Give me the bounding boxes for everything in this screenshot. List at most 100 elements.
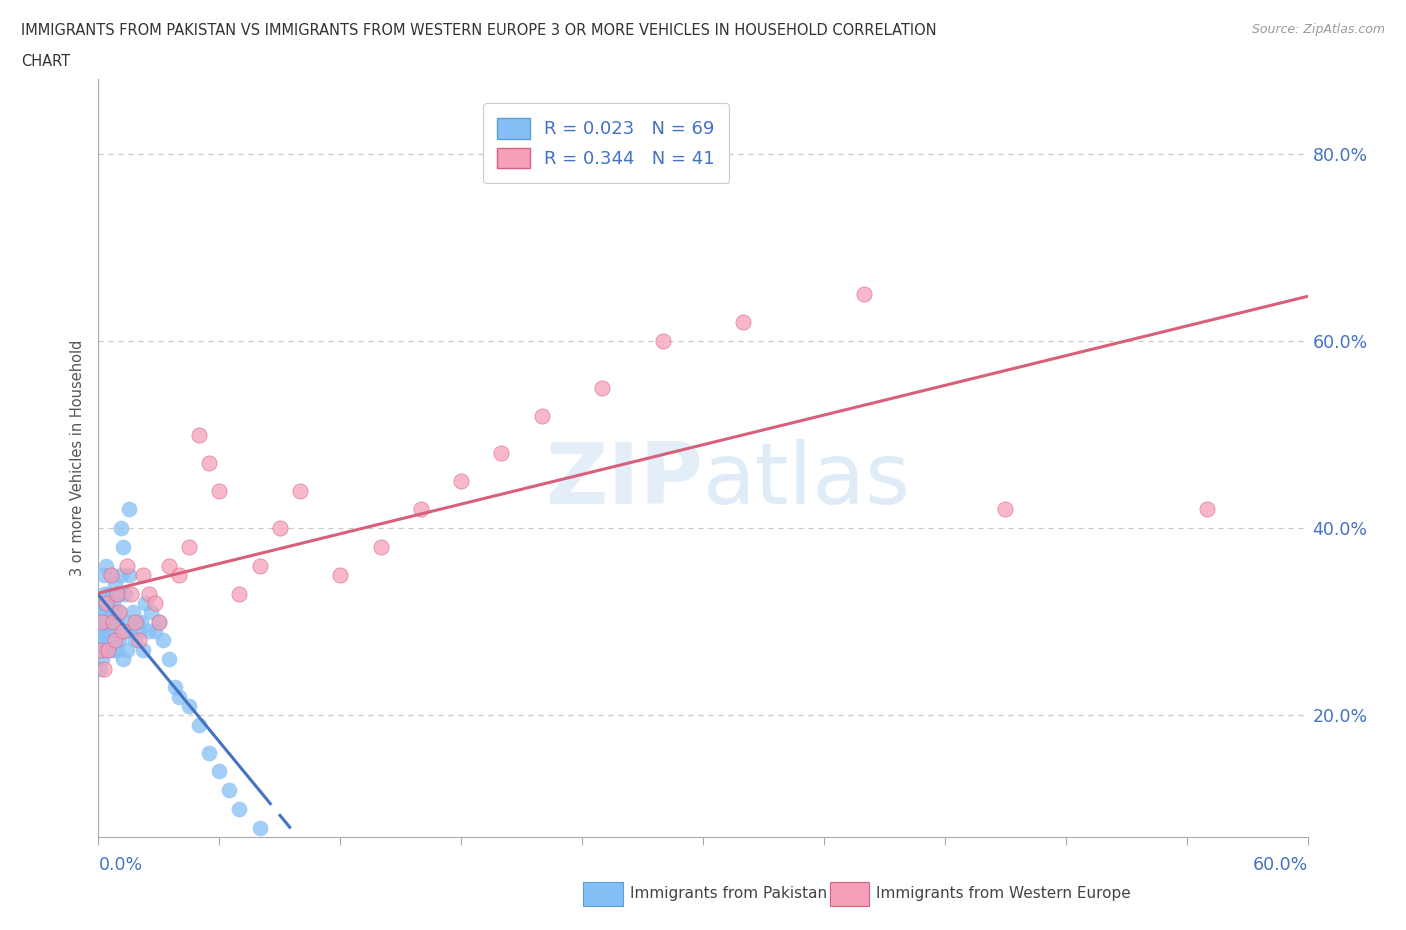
Point xyxy=(198,745,221,760)
Point xyxy=(143,595,166,610)
Point xyxy=(89,633,111,648)
Point xyxy=(115,615,138,630)
Point xyxy=(124,615,146,630)
Point xyxy=(152,633,174,648)
Point xyxy=(93,643,115,658)
Point xyxy=(100,633,122,648)
Point xyxy=(148,615,170,630)
Point xyxy=(93,661,115,676)
Point xyxy=(103,577,125,591)
Point xyxy=(105,586,128,601)
Point xyxy=(994,502,1017,517)
Point xyxy=(208,484,231,498)
Point xyxy=(249,820,271,835)
Point xyxy=(125,615,148,630)
Point xyxy=(97,643,120,658)
Point xyxy=(111,539,134,554)
Point xyxy=(96,624,118,639)
Point xyxy=(96,605,118,620)
Point xyxy=(128,633,150,648)
Point xyxy=(853,286,876,301)
Point xyxy=(114,586,136,601)
Point xyxy=(93,586,115,601)
Point xyxy=(228,586,250,601)
Point xyxy=(100,567,122,582)
Point xyxy=(167,689,190,704)
Point xyxy=(103,605,125,620)
Point xyxy=(107,605,129,620)
Point xyxy=(101,615,124,630)
Point xyxy=(163,680,186,695)
Point xyxy=(288,484,311,498)
Y-axis label: 3 or more Vehicles in Household: 3 or more Vehicles in Household xyxy=(70,339,86,577)
Point xyxy=(105,643,128,658)
Point xyxy=(218,783,240,798)
Point xyxy=(91,615,114,630)
Point xyxy=(96,633,118,648)
Point xyxy=(111,624,134,639)
Point xyxy=(107,605,129,620)
Point xyxy=(101,643,124,658)
Text: CHART: CHART xyxy=(21,54,70,69)
Text: atlas: atlas xyxy=(703,439,911,523)
Point xyxy=(91,643,114,658)
Text: Immigrants from Pakistan: Immigrants from Pakistan xyxy=(630,886,827,901)
Point xyxy=(91,624,114,639)
Point xyxy=(370,539,392,554)
Point xyxy=(96,558,118,573)
Text: Immigrants from Western Europe: Immigrants from Western Europe xyxy=(876,886,1130,901)
Point xyxy=(101,615,124,630)
Point xyxy=(97,643,120,658)
Point xyxy=(89,643,111,658)
Point xyxy=(97,615,120,630)
Point xyxy=(179,698,201,713)
Point xyxy=(249,558,271,573)
Point xyxy=(100,624,122,639)
Point xyxy=(93,615,115,630)
Point xyxy=(121,605,143,620)
Point xyxy=(100,605,122,620)
Point xyxy=(91,605,114,620)
Point xyxy=(148,615,170,630)
Text: 0.0%: 0.0% xyxy=(98,856,142,873)
Point xyxy=(139,605,162,620)
Legend: R = 0.023   N = 69, R = 0.344   N = 41: R = 0.023 N = 69, R = 0.344 N = 41 xyxy=(484,103,730,183)
Point xyxy=(138,586,160,601)
Point xyxy=(89,643,111,658)
Point xyxy=(114,624,136,639)
Point xyxy=(120,624,142,639)
Point xyxy=(111,652,134,667)
Point xyxy=(188,717,211,732)
Point xyxy=(157,558,180,573)
Point xyxy=(107,586,129,601)
Point xyxy=(103,633,125,648)
Point xyxy=(132,643,155,658)
Point xyxy=(134,595,156,610)
Point xyxy=(188,427,211,442)
Text: ZIP: ZIP xyxy=(546,439,703,523)
Point xyxy=(208,764,231,779)
Point xyxy=(115,558,138,573)
Point xyxy=(143,624,166,639)
Point xyxy=(138,624,160,639)
Point xyxy=(97,595,120,610)
Point xyxy=(128,624,150,639)
Point xyxy=(103,633,125,648)
Point xyxy=(97,586,120,601)
Point xyxy=(409,502,432,517)
Point xyxy=(93,595,115,610)
Point xyxy=(179,539,201,554)
Point xyxy=(124,633,146,648)
Text: IMMIGRANTS FROM PAKISTAN VS IMMIGRANTS FROM WESTERN EUROPE 3 OR MORE VEHICLES IN: IMMIGRANTS FROM PAKISTAN VS IMMIGRANTS F… xyxy=(21,23,936,38)
Point xyxy=(107,633,129,648)
Point xyxy=(91,652,114,667)
Point xyxy=(118,567,141,582)
Point xyxy=(91,615,114,630)
Point xyxy=(132,567,155,582)
Point xyxy=(115,643,138,658)
Point xyxy=(110,567,132,582)
Point xyxy=(101,595,124,610)
Point xyxy=(100,567,122,582)
Point xyxy=(157,652,180,667)
Point xyxy=(450,474,472,489)
